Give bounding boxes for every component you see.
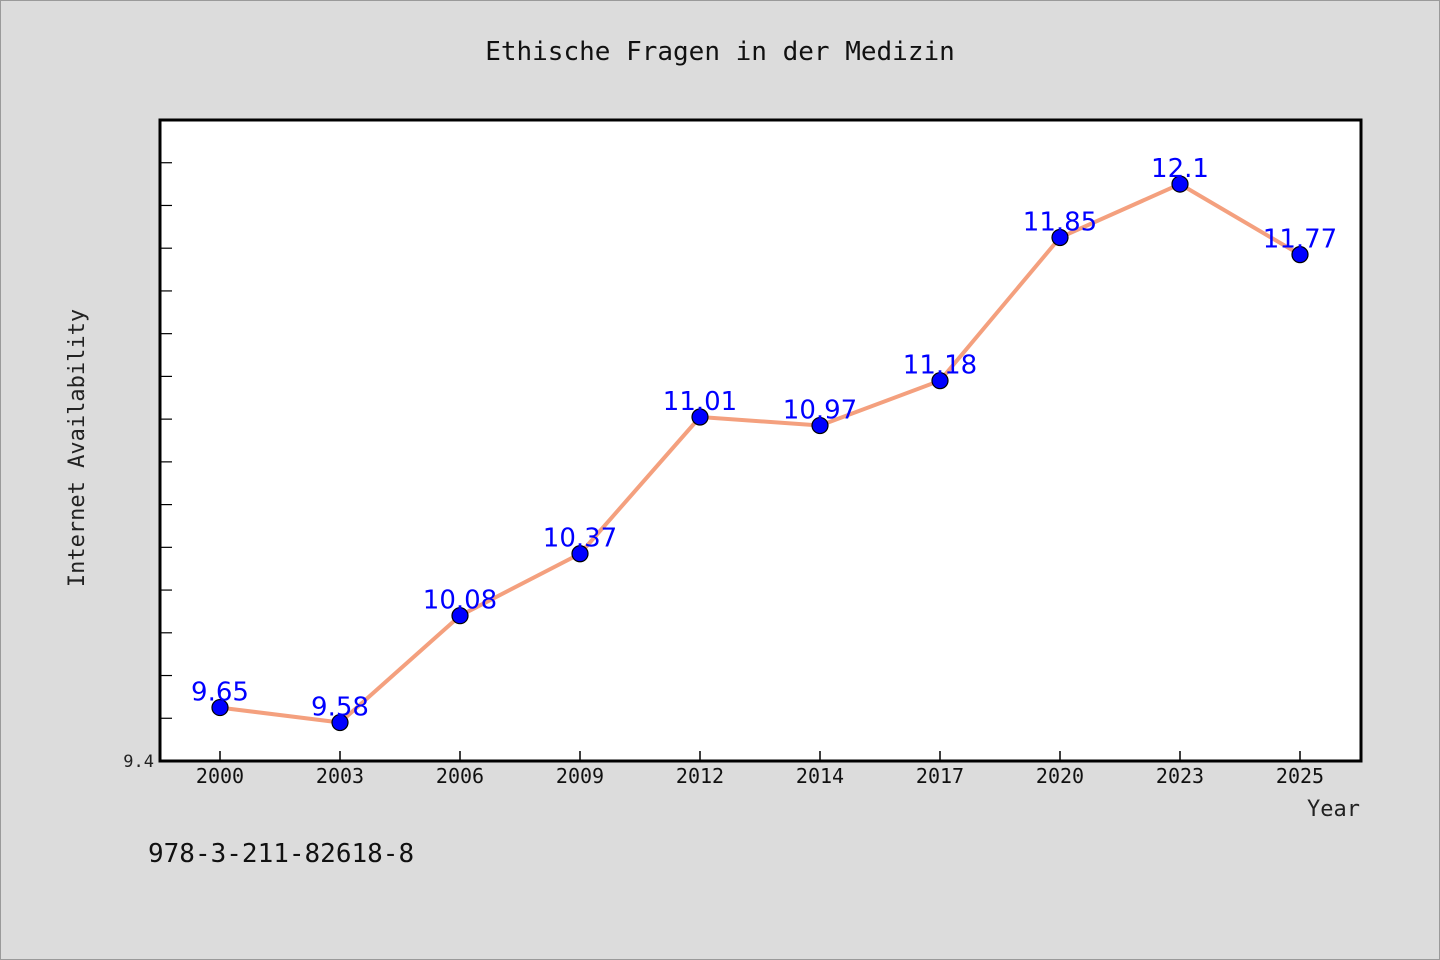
data-label: 10.97: [783, 396, 857, 426]
series-line: [218, 182, 1302, 725]
data-point: [1051, 228, 1069, 247]
data-label: 9.65: [191, 678, 249, 708]
y-axis-tick-labels: 9.4: [123, 752, 154, 772]
y-axis-label: Internet Availability: [65, 309, 90, 587]
x-tick-label: 2020: [1036, 764, 1084, 788]
data-label: 10.37: [543, 524, 617, 554]
data-label: 11.77: [1263, 225, 1337, 255]
data-point: [691, 408, 709, 426]
data-label: 11.18: [903, 351, 977, 381]
data-label: 9.58: [311, 693, 369, 723]
x-tick-label: 2000: [196, 764, 244, 788]
x-tick-label: 2003: [316, 764, 364, 788]
x-tick-label: 2025: [1276, 764, 1324, 788]
series-data-labels: 9.65 9.58 10.08 10.37 11.01 10.97 11.18 11.85 12…: [191, 154, 1337, 722]
x-axis-ticks: [219, 751, 1301, 761]
x-tick-label: 2009: [556, 764, 604, 788]
x-axis-tick-labels: 2000 2003 2006 2009 2012 2014 2017 2020 2023 2025: [196, 764, 1324, 788]
data-point: [211, 698, 229, 717]
y-axis-minor-ticks: [160, 162, 172, 719]
y-tick-label: 9.4: [123, 752, 154, 772]
data-label: 11.85: [1023, 208, 1097, 238]
x-axis-label: Year: [1307, 797, 1360, 822]
data-point: [571, 545, 589, 563]
data-point: [931, 372, 949, 390]
data-label: 12.1: [1151, 154, 1209, 184]
isbn-text: 978-3-211-82618-8: [148, 839, 414, 869]
series-markers: [211, 175, 1309, 732]
data-label: 10.08: [423, 586, 497, 616]
data-point: [811, 416, 829, 435]
data-point: [331, 713, 349, 732]
x-tick-label: 2006: [436, 764, 484, 788]
x-tick-label: 2023: [1156, 764, 1204, 788]
data-point: [1171, 175, 1189, 193]
data-label: 11.01: [663, 387, 737, 417]
plot-area: [158, 118, 1363, 763]
x-tick-label: 2014: [796, 764, 844, 788]
data-point: [1291, 246, 1309, 264]
chart-title: Ethische Fragen in der Medizin: [485, 37, 955, 67]
data-point: [451, 607, 469, 625]
x-tick-label: 2012: [676, 764, 724, 788]
x-tick-label: 2017: [916, 764, 964, 788]
